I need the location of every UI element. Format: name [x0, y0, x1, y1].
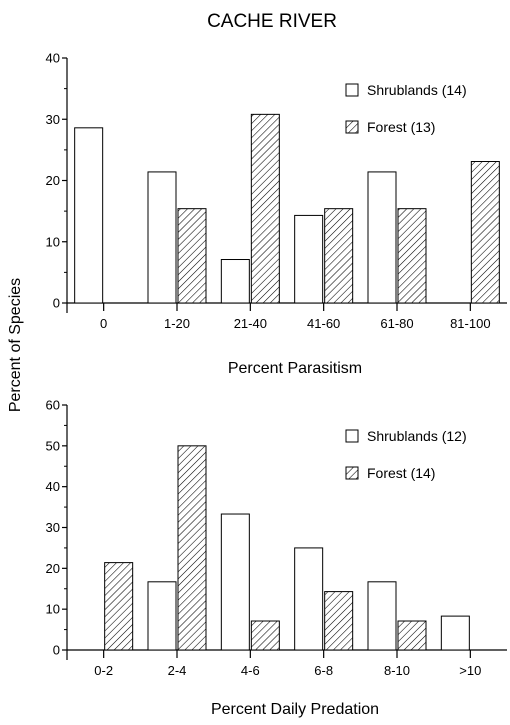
legend-label: Shrublands (12) — [367, 428, 467, 444]
x-tick-label: 0-2 — [94, 663, 113, 678]
x-tick-label: 41-60 — [307, 316, 340, 331]
y-tick-label: 0 — [53, 643, 60, 658]
legend-label: Forest (14) — [367, 465, 435, 481]
x-tick-label: 2-4 — [168, 663, 187, 678]
forest-bar — [177, 445, 207, 651]
legend-swatch — [345, 120, 359, 134]
y-tick-label: 40 — [46, 51, 60, 66]
shrublands-bar — [294, 214, 324, 304]
legend-swatch — [345, 429, 359, 443]
x-tick-label: 1-20 — [164, 316, 190, 331]
y-tick-label: 30 — [46, 112, 60, 127]
shrublands-bar — [220, 513, 250, 651]
x-tick-label: 0 — [100, 316, 107, 331]
predation-chart-panel: 0 10 20 30 40 50 60 0-2 2-4 4-6 6-8 8-10 >10 Percent … — [46, 398, 507, 718]
shrublands-bar — [220, 259, 250, 304]
forest-bar — [324, 208, 354, 304]
x-tick-label: 21-40 — [234, 316, 267, 331]
forest-bar — [470, 161, 500, 304]
y-tick-label: 50 — [46, 438, 60, 453]
forest-bar — [397, 620, 427, 651]
shrublands-bar — [440, 615, 470, 651]
y-tick-label: 60 — [46, 398, 60, 413]
x-tick-label: 61-80 — [380, 316, 413, 331]
y-tick-label: 10 — [46, 234, 60, 249]
y-tick-label: 10 — [46, 602, 60, 617]
y-axis-label: Percent of Species — [7, 278, 24, 412]
forest-bar — [250, 113, 280, 304]
x-tick-label: 6-8 — [314, 663, 333, 678]
forest-bar — [324, 591, 354, 651]
x-axis-label: Percent Parasitism — [228, 360, 362, 377]
y-tick-label: 20 — [46, 173, 60, 188]
figure-title: CACHE RIVER — [207, 11, 337, 32]
x-tick-label: 8-10 — [384, 663, 410, 678]
legend-swatch — [345, 466, 359, 480]
forest-bar — [177, 208, 207, 304]
parasitism-chart-panel: 0 10 20 30 40 0 1-20 21-40 41-60 61-80 81-100 Perce… — [46, 51, 507, 377]
forest-bar — [397, 208, 427, 304]
shrublands-bar — [74, 127, 104, 304]
legend-label: Forest (13) — [367, 119, 435, 135]
shrublands-bar — [367, 171, 397, 304]
shrublands-bar — [147, 171, 177, 304]
x-tick-label: >10 — [459, 663, 481, 678]
shrublands-bar — [147, 581, 177, 651]
y-tick-label: 20 — [46, 561, 60, 576]
forest-bar — [104, 562, 134, 651]
y-tick-label: 30 — [46, 520, 60, 535]
shrublands-bar — [367, 581, 397, 651]
forest-bar — [250, 620, 280, 651]
y-tick-label: 0 — [53, 296, 60, 311]
y-tick-label: 40 — [46, 479, 60, 494]
x-tick-label: 81-100 — [450, 316, 490, 331]
shrublands-bar — [294, 547, 324, 651]
legend-label: Shrublands (14) — [367, 82, 467, 98]
x-tick-label: 4-6 — [241, 663, 260, 678]
x-axis-label: Percent Daily Predation — [211, 701, 379, 718]
legend-swatch — [345, 83, 359, 97]
